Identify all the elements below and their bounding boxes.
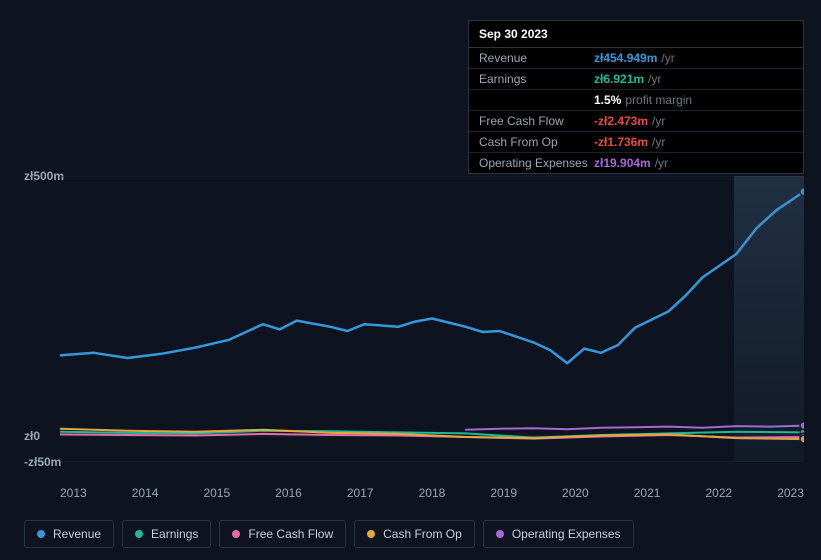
tooltip-row: 1.5% profit margin xyxy=(469,90,803,111)
tooltip-row-label xyxy=(479,93,594,107)
x-tick-label: 2018 xyxy=(419,486,446,500)
legend-dot-icon xyxy=(37,530,45,538)
tooltip-row: Earningszł6.921m/yr xyxy=(469,69,803,90)
legend-item[interactable]: Revenue xyxy=(24,520,114,548)
legend-dot-icon xyxy=(232,530,240,538)
tooltip-row-label: Revenue xyxy=(479,51,594,65)
x-tick-label: 2017 xyxy=(347,486,374,500)
tooltip-date: Sep 30 2023 xyxy=(469,21,803,48)
tooltip-row-value: -zł2.473m xyxy=(594,114,648,128)
x-tick-label: 2023 xyxy=(777,486,804,500)
legend-item[interactable]: Cash From Op xyxy=(354,520,475,548)
legend-item[interactable]: Free Cash Flow xyxy=(219,520,346,548)
x-tick-label: 2014 xyxy=(132,486,159,500)
tooltip-row: Free Cash Flow-zł2.473m/yr xyxy=(469,111,803,132)
data-tooltip: Sep 30 2023 Revenuezł454.949m/yrEarnings… xyxy=(468,20,804,174)
chart-legend: Revenue Earnings Free Cash Flow Cash From O… xyxy=(24,520,634,548)
tooltip-row: Revenuezł454.949m/yr xyxy=(469,48,803,69)
y-tick-label: zł500m xyxy=(24,169,64,183)
legend-dot-icon xyxy=(496,530,504,538)
x-tick-label: 2020 xyxy=(562,486,589,500)
x-tick-label: 2021 xyxy=(634,486,661,500)
tooltip-row-suffix: /yr xyxy=(661,51,674,65)
tooltip-row-label: Earnings xyxy=(479,72,594,86)
tooltip-row-suffix: /yr xyxy=(652,114,665,128)
x-tick-label: 2015 xyxy=(203,486,230,500)
tooltip-row-suffix: /yr xyxy=(652,135,665,149)
x-tick-label: 2019 xyxy=(490,486,517,500)
series-line xyxy=(60,192,804,364)
series-end-marker xyxy=(800,188,804,196)
legend-dot-icon xyxy=(135,530,143,538)
legend-label: Free Cash Flow xyxy=(248,527,333,541)
legend-label: Operating Expenses xyxy=(512,527,621,541)
series-end-marker xyxy=(800,422,804,430)
x-tick-label: 2016 xyxy=(275,486,302,500)
series-line xyxy=(466,426,804,430)
legend-dot-icon xyxy=(367,530,375,538)
y-tick-label: -zł50m xyxy=(24,455,61,469)
tooltip-row-value: 1.5% xyxy=(594,93,621,107)
tooltip-row: Cash From Op-zł1.736m/yr xyxy=(469,132,803,153)
legend-item[interactable]: Operating Expenses xyxy=(483,520,634,548)
x-tick-label: 2022 xyxy=(705,486,732,500)
x-axis-labels: 2013 2014 2015 2016 2017 2018 2019 2020 2021 2022… xyxy=(60,486,804,500)
tooltip-row-value: zł454.949m xyxy=(594,51,657,65)
tooltip-row-value: zł6.921m xyxy=(594,72,644,86)
legend-label: Cash From Op xyxy=(383,527,462,541)
tooltip-row-label: Free Cash Flow xyxy=(479,114,594,128)
tooltip-row-suffix: profit margin xyxy=(625,93,692,107)
legend-label: Earnings xyxy=(151,527,198,541)
legend-item[interactable]: Earnings xyxy=(122,520,211,548)
legend-label: Revenue xyxy=(53,527,101,541)
tooltip-row-suffix: /yr xyxy=(648,72,661,86)
tooltip-row-value: -zł1.736m xyxy=(594,135,648,149)
plot-area[interactable] xyxy=(60,176,804,462)
tooltip-row-label: Cash From Op xyxy=(479,135,594,149)
financials-line-chart: zł500m zł0 -zł50m 2013 2014 2015 2016 2017 2018… xyxy=(24,160,804,500)
y-tick-label: zł0 xyxy=(24,429,40,443)
series-end-marker xyxy=(800,435,804,443)
x-tick-label: 2013 xyxy=(60,486,87,500)
chart-svg xyxy=(60,176,804,462)
tooltip-rows: Revenuezł454.949m/yrEarningszł6.921m/yr1… xyxy=(469,48,803,173)
